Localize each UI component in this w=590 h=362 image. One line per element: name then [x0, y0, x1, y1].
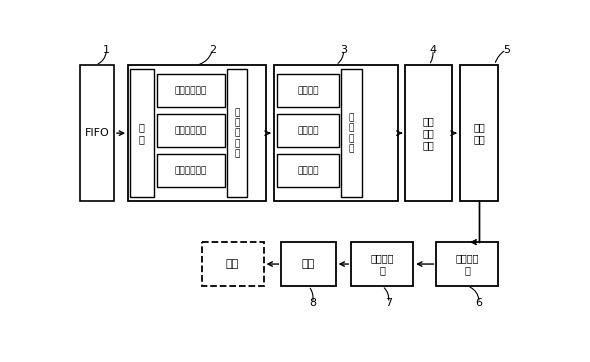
Bar [277, 114, 339, 147]
Text: 判
别
单
元: 判 别 单 元 [349, 113, 354, 153]
Text: 8: 8 [309, 298, 316, 308]
Bar [460, 65, 499, 201]
Bar [274, 65, 398, 201]
Bar [80, 65, 114, 201]
Text: 融合: 融合 [302, 259, 315, 269]
Text: 2: 2 [209, 45, 216, 55]
Bar [202, 242, 264, 286]
Text: 3: 3 [340, 45, 347, 55]
Text: 交点计算: 交点计算 [297, 126, 319, 135]
Bar [405, 65, 452, 201]
Text: 面积比处
理: 面积比处 理 [371, 253, 394, 275]
Text: 交点计算: 交点计算 [297, 167, 319, 175]
Bar [157, 74, 225, 108]
Bar [227, 69, 247, 197]
Text: 斜率倒数计算: 斜率倒数计算 [175, 126, 207, 135]
Bar [157, 114, 225, 147]
Bar [128, 65, 266, 201]
Text: 1: 1 [103, 45, 110, 55]
Text: 排
序: 排 序 [139, 122, 145, 144]
Text: 6: 6 [476, 298, 483, 308]
Text: 扫描
边界
扩展: 扫描 边界 扩展 [423, 117, 435, 150]
Text: 7: 7 [385, 298, 392, 308]
Bar [437, 242, 499, 286]
Text: 片段
生成: 片段 生成 [473, 122, 485, 144]
Text: 斜率倒数计算: 斜率倒数计算 [175, 167, 207, 175]
Text: FIFO: FIFO [84, 128, 109, 138]
Bar [277, 154, 339, 188]
Bar [157, 154, 225, 188]
Text: 交点计算: 交点计算 [297, 86, 319, 95]
Text: 斜率倒数计算: 斜率倒数计算 [175, 86, 207, 95]
Bar [351, 242, 413, 286]
Text: 5: 5 [503, 45, 510, 55]
Bar [341, 69, 362, 197]
Bar [281, 242, 336, 286]
Text: 4: 4 [429, 45, 436, 55]
Text: 面积比计
算: 面积比计 算 [455, 253, 479, 275]
Bar [277, 74, 339, 108]
Bar [130, 69, 153, 197]
Text: 水
平
线
生
成: 水 平 线 生 成 [234, 108, 240, 159]
Text: 帧存: 帧存 [226, 259, 240, 269]
